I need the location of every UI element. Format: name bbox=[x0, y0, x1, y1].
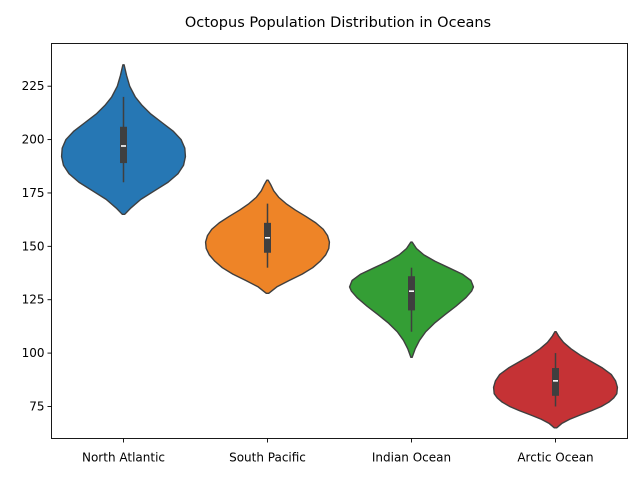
y-tick-label: 150 bbox=[22, 239, 45, 253]
y-tick-label: 225 bbox=[22, 79, 45, 93]
violins-group bbox=[60, 64, 619, 429]
x-axis: North Atlantic South Pacific Indian Ocean A… bbox=[82, 438, 594, 465]
violin-iqr-box bbox=[408, 276, 415, 311]
violin-iqr-box bbox=[120, 126, 127, 164]
y-tick-label: 175 bbox=[22, 186, 45, 200]
plot-frame bbox=[51, 43, 628, 439]
y-tick-label: 200 bbox=[22, 133, 45, 147]
chart-title: Octopus Population Distribution in Ocean… bbox=[185, 15, 491, 31]
y-tick-label: 75 bbox=[29, 399, 44, 413]
y-tick-label: 100 bbox=[22, 346, 45, 360]
y-axis: 75 100 125 150 175 200 225 bbox=[22, 79, 52, 413]
violin-iqr-box bbox=[552, 368, 559, 396]
y-tick-label: 125 bbox=[22, 293, 45, 307]
x-tick-label: Indian Ocean bbox=[372, 451, 451, 465]
x-tick-label: North Atlantic bbox=[82, 451, 165, 465]
x-tick-label: Arctic Ocean bbox=[517, 451, 593, 465]
x-tick-label: South Pacific bbox=[229, 451, 306, 465]
